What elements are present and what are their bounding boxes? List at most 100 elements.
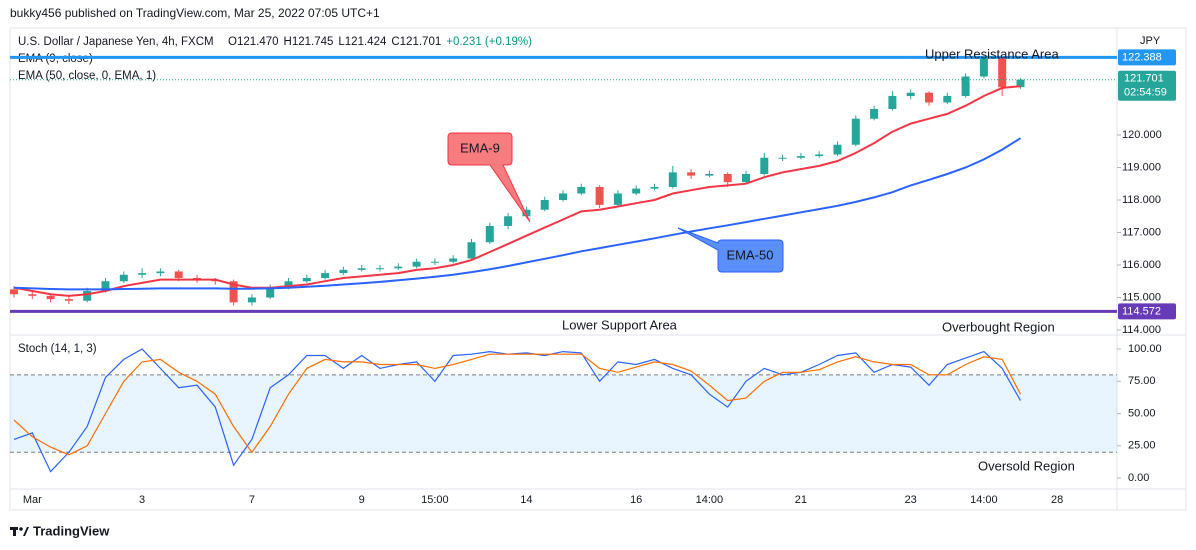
legend-entry: EMA (50, close, 0, EMA, 1) — [18, 70, 156, 82]
candle-body — [394, 266, 403, 269]
brand-logo — [10, 527, 29, 536]
candle-body — [156, 271, 165, 274]
x-tick-label: 15:00 — [421, 494, 449, 506]
last-price: 121.701 — [1124, 73, 1164, 85]
candle-body — [668, 172, 677, 187]
candle-body — [430, 261, 439, 263]
y-tick-label: 75.00 — [1128, 375, 1156, 387]
annotation: Oversold Region — [978, 458, 1075, 473]
quote-value: C121.701 — [391, 36, 441, 48]
candle-body — [833, 144, 842, 155]
y-tick-label: 117.000 — [1122, 226, 1161, 238]
brand: TradingView — [33, 523, 110, 538]
candle-body — [247, 297, 256, 303]
y-tick-label: 115.000 — [1122, 291, 1161, 303]
frame — [9, 27, 1187, 511]
candle-body — [796, 156, 805, 158]
legend-entry: EMA (9, close) — [18, 53, 93, 65]
candle-body — [888, 95, 897, 109]
x-tick-label: 14 — [520, 494, 532, 506]
candle-body — [10, 289, 18, 295]
candle-body — [229, 281, 238, 303]
candle-body — [357, 268, 366, 270]
candle-body — [742, 173, 750, 183]
y-tick-label: 50.00 — [1128, 407, 1156, 419]
band-fill — [10, 374, 1117, 453]
candle-body — [46, 295, 55, 300]
y-tick-label: 100.00 — [1128, 343, 1162, 355]
candle-body — [613, 193, 622, 205]
candle-body — [138, 273, 147, 275]
y-tick-label: 0.00 — [1128, 472, 1149, 484]
candle-body — [522, 209, 531, 217]
candle-body — [760, 157, 769, 174]
series-line — [13, 348, 1022, 473]
stoch-title: Stoch (14, 1, 3) — [18, 343, 97, 355]
candle-body — [906, 92, 915, 96]
candle-body — [64, 299, 73, 301]
currency: JPY — [1140, 35, 1161, 47]
candle-body — [961, 76, 970, 96]
candle-body — [943, 95, 952, 103]
series-line — [13, 137, 1022, 291]
candle-body — [650, 186, 659, 189]
candle-body — [119, 274, 128, 282]
candle-body — [577, 186, 586, 194]
candle-body — [376, 268, 384, 270]
candle-body — [1016, 79, 1025, 88]
candle-body — [284, 281, 293, 288]
series-line — [13, 353, 1022, 456]
x-tick-label: 28 — [1051, 494, 1063, 506]
y-tick-label: 114.000 — [1122, 324, 1161, 336]
quote-value: L121.424 — [338, 36, 387, 48]
level-label: 122.388 — [1122, 51, 1162, 63]
candle-body — [339, 269, 348, 274]
x-tick-label: Mar — [23, 494, 42, 506]
candle-body — [632, 188, 641, 194]
annotation: Lower Support Area — [562, 317, 678, 332]
y-tick-label: 120.000 — [1122, 129, 1162, 141]
level-tag — [1118, 303, 1176, 320]
candle-body — [723, 173, 732, 183]
y-tick-label: 119.000 — [1122, 161, 1161, 173]
y-tick-label: 116.000 — [1122, 259, 1161, 271]
y-tick-label: 25.00 — [1128, 440, 1156, 452]
x-tick-label: 14:00 — [696, 494, 724, 506]
candle-body — [851, 118, 860, 145]
candle-body — [979, 58, 988, 77]
candle-body — [467, 242, 476, 259]
symbol: U.S. Dollar / Japanese Yen, 4h, FXCM — [18, 36, 214, 48]
candle-body — [174, 271, 183, 278]
candle-body — [925, 92, 933, 103]
candle-body — [778, 157, 787, 159]
last-price-tag — [1118, 70, 1176, 101]
countdown: 02:54:59 — [1124, 87, 1167, 99]
series-line — [13, 85, 1021, 297]
candle-body — [705, 173, 714, 176]
candle-body — [540, 199, 549, 210]
quote-value: H121.745 — [284, 36, 334, 48]
candle-body — [321, 273, 330, 278]
x-tick-label: 3 — [139, 494, 145, 506]
annotation: Overbought Region — [942, 319, 1055, 334]
x-tick-label: 9 — [359, 494, 365, 506]
callout — [677, 227, 784, 273]
y-tick-label: 118.000 — [1122, 194, 1161, 206]
quote: O121.470 H121.745 L121.424 C121.701 +0.231 (… — [228, 36, 532, 48]
candle-body — [28, 294, 37, 296]
candle-body — [83, 290, 92, 301]
candle-body — [870, 108, 879, 119]
candle-body — [302, 277, 311, 282]
level-tag — [1118, 49, 1176, 66]
annotation: EMA-50 — [727, 247, 774, 262]
candle-body — [485, 225, 494, 243]
publisher: bukky456 published on TradingView.com, M… — [10, 6, 380, 20]
candle-body — [504, 216, 513, 226]
candle-body — [266, 287, 275, 298]
candle-body — [412, 261, 421, 267]
annotation: EMA-9 — [460, 140, 500, 155]
candle-body — [449, 258, 458, 262]
level-label: 114.572 — [1122, 305, 1161, 317]
